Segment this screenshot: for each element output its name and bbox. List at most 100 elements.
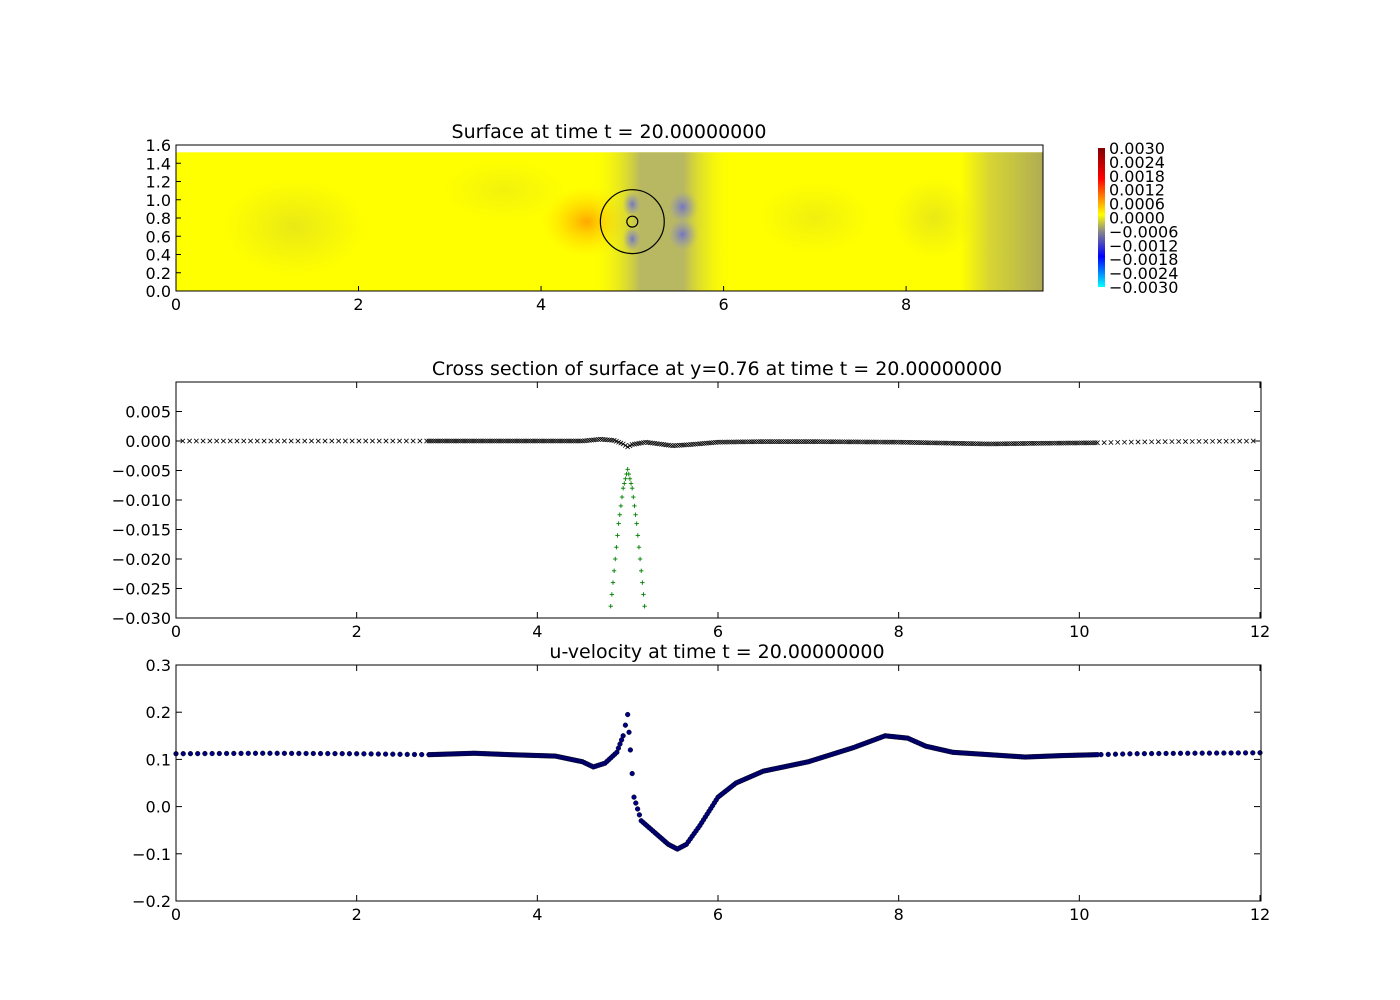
cross-section-black-marker [826,439,832,445]
cross-section-black-marker [1013,441,1019,447]
y-tick-label: −0.030 [112,609,171,628]
cross-section-black-marker [336,438,342,444]
cross-section-black-marker [952,440,958,446]
cross-section-black-marker [430,438,436,444]
cross-section-black-marker [767,439,773,445]
u-velocity-marker [622,722,629,728]
y-tick-label: 0.8 [146,209,171,228]
u-velocity-marker [354,751,360,757]
cross-section-black-marker [507,438,513,444]
cross-section-green-marker [641,592,646,597]
cross-section-black-marker [1040,440,1046,446]
cross-section-black-marker [417,438,423,444]
colorbar-tick-label: −0.0012 [1109,236,1178,255]
cross-section-black-marker [234,438,240,444]
cross-section-black-marker [1176,439,1182,445]
cross-section-black-marker [180,438,186,444]
cross-section-black-marker [993,441,999,447]
cross-section-black-marker [349,438,355,444]
cross-section-black-marker [1061,440,1067,446]
cross-section-black-marker [726,439,732,445]
cross-section-black-marker [1155,439,1161,445]
cross-section-black-marker [742,439,748,445]
surface-blob-blue [622,224,643,253]
cross-section-black-marker [514,438,520,444]
u-velocity-marker [626,729,632,735]
cross-section-black-marker [559,438,565,444]
cross-section-black-marker [957,440,963,446]
cross-section-black-marker [342,438,348,444]
cross-section-black-marker [363,438,369,444]
cross-section-black-marker [771,439,777,445]
surface-blob-blue [622,190,643,219]
u-velocity-axis-ticks: 0 2 4 6 8 10 12 0.3 0.2 0.1 0.0 −0.1 −0.2 [132,656,1270,924]
cross-section-black-marker [1045,440,1051,446]
u-velocity-marker [1170,750,1176,756]
cross-section-black-marker [1142,439,1148,445]
cross-section-black-marker [1243,438,1249,444]
cross-section-black-marker [410,438,416,444]
cross-section-black-marker [898,439,904,445]
u-velocity-marker [382,751,389,757]
cross-section-black-marker [758,439,764,445]
cross-section-black-marker [909,439,915,445]
cross-section-black-marker [939,440,945,446]
cross-section-black-marker [1049,440,1055,446]
cross-section-black-marker [329,438,335,444]
cross-section-black-marker [566,438,572,444]
y-tick-label: 1.2 [146,173,171,192]
cross-section-black-marker [724,439,730,445]
cross-section-green-marker [628,481,634,486]
cross-section-black-marker [794,439,800,445]
cross-section-black-marker [747,439,753,445]
cross-section-black-marker [187,438,193,444]
cross-section-black-marker [1024,440,1030,446]
cross-section-black-marker [982,441,987,447]
cross-section-black-marker [846,439,852,445]
cross-section-black-marker [1020,441,1026,446]
cross-section-black-marker [521,438,527,444]
cross-section-black-marker [309,438,314,444]
cross-section-black-marker [781,439,786,445]
cross-section-black-marker [954,440,960,446]
cross-section-black-marker [862,439,868,445]
u-velocity-marker [1156,750,1162,757]
cross-section-black-marker [494,438,500,444]
cross-section-green-marker [637,556,643,562]
u-velocity-marker [346,751,353,757]
cross-section-black-marker [476,438,482,444]
u-velocity-marker [332,751,338,757]
cross-section-green-marker [626,471,631,477]
colorbar-tick-label: 0.0030 [1109,139,1165,158]
cross-section-black-marker [808,439,814,445]
cross-section-black-marker [442,438,448,444]
x-tick-label: 8 [894,905,904,924]
cross-section-black-marker [1067,440,1073,446]
cross-section-green-marker [611,568,617,573]
cross-section-black-marker [801,439,807,445]
cross-section-black-marker [537,438,543,444]
cross-section-black-marker [916,440,922,446]
cross-section-black-marker [1182,439,1188,444]
colorbar-tick-label: −0.0030 [1109,278,1178,297]
u-velocity-marker [1120,751,1126,757]
cross-section-black-marker [248,438,254,444]
cross-section-black-marker [832,439,838,445]
cross-section-black-marker [995,441,1001,447]
cross-section-black-marker [866,439,872,445]
cross-section-black-marker [810,439,816,445]
x-tick-label: 2 [353,295,363,314]
cross-section-black-marker [814,439,820,445]
cross-section-black-marker [1065,440,1071,446]
y-tick-label: 0.6 [146,227,171,246]
cross-section-black-marker [1090,440,1096,446]
cross-section-black-marker [729,439,735,445]
cross-section-black-marker [1002,441,1008,447]
cross-section-black-marker [1081,440,1087,446]
cross-section-black-marker [489,438,495,444]
u-velocity-marker [317,750,324,757]
cross-section-black-marker [977,441,983,447]
y-tick-label: −0.015 [112,521,171,540]
y-tick-label: 1.6 [146,136,171,155]
cross-section-black-marker [528,438,534,444]
